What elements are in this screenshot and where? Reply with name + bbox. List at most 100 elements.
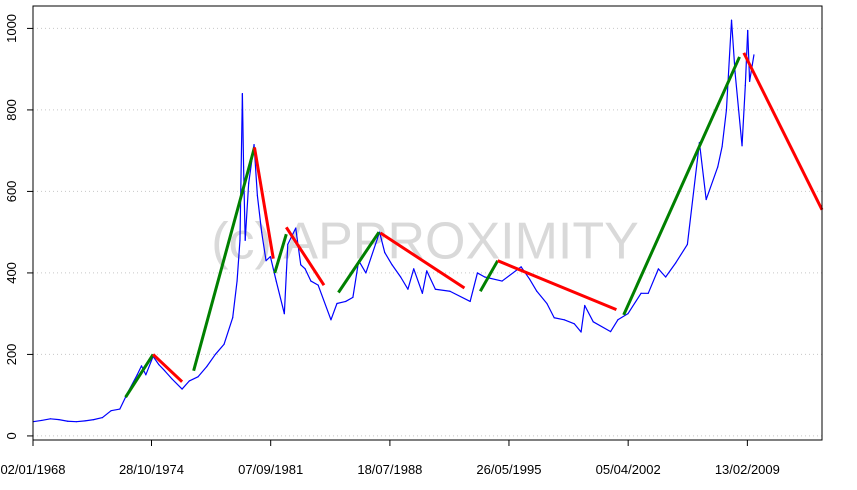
price-segment <box>171 378 183 390</box>
price-segment <box>93 416 104 421</box>
price-segment <box>188 376 199 382</box>
price-segment <box>391 264 402 278</box>
price-segment <box>584 304 594 323</box>
price-segment <box>476 272 486 278</box>
price-segment <box>214 343 225 356</box>
price-segment <box>145 355 154 376</box>
x-tick-label: 26/05/1995 <box>476 462 541 477</box>
price-segment <box>705 166 719 201</box>
price-segment <box>242 166 246 241</box>
price-segment <box>197 366 208 378</box>
price-segment <box>232 280 238 319</box>
price-segment <box>304 268 312 282</box>
price-segment <box>610 319 619 333</box>
price-segment <box>580 304 586 333</box>
price-segment <box>617 313 629 321</box>
price-segment <box>675 243 688 264</box>
uptrend-line <box>622 56 741 316</box>
price-segment <box>553 317 565 321</box>
price-segment <box>300 264 306 270</box>
uptrend-line <box>124 353 155 399</box>
price-segment <box>698 141 707 201</box>
downtrend-line <box>152 353 184 383</box>
price-segment <box>686 141 701 245</box>
uptrend-line <box>337 231 381 294</box>
price-segment <box>110 408 121 412</box>
y-tick-label: 600 <box>4 181 19 203</box>
uptrend-line <box>479 259 499 292</box>
y-tick-label: 800 <box>4 99 19 121</box>
price-segment <box>239 93 243 241</box>
price-segment <box>336 300 347 305</box>
price-segment <box>49 418 60 421</box>
y-axis: 0 200 400 600 800 1000 <box>4 14 33 440</box>
y-tick-label: 400 <box>4 262 19 284</box>
y-tick-label: 200 <box>4 344 19 366</box>
price-segment <box>310 280 319 286</box>
price-segment <box>275 280 285 315</box>
price-segment <box>365 231 381 274</box>
price-segment <box>32 419 43 423</box>
price-segment <box>345 296 354 303</box>
price-segment <box>41 418 51 422</box>
price-segment <box>747 29 751 82</box>
price-segment <box>469 272 479 303</box>
y-tick-label: 0 <box>4 432 19 439</box>
downtrend-line <box>252 147 275 259</box>
downtrend-line <box>379 231 466 290</box>
price-segment <box>158 364 166 372</box>
plot-frame <box>32 5 823 441</box>
price-segment <box>546 302 555 319</box>
price-segment <box>573 323 582 333</box>
price-segment <box>528 278 538 292</box>
price-segment <box>449 290 471 303</box>
price-segment <box>269 256 277 282</box>
price-segment <box>152 355 160 366</box>
price-segment <box>536 290 548 305</box>
x-tick-label: 07/09/1981 <box>238 462 303 477</box>
price-segment <box>265 256 272 262</box>
price-segment <box>256 194 263 233</box>
x-tick-label: 18/07/1988 <box>357 462 422 477</box>
price-segment <box>592 321 612 333</box>
price-segment <box>734 72 743 147</box>
price-segment <box>563 319 575 325</box>
price-segment <box>75 420 86 423</box>
price-segment <box>378 231 386 254</box>
downtrend-line <box>497 259 617 311</box>
price-segment <box>434 288 451 292</box>
price-segment <box>421 270 428 294</box>
price-segment <box>413 268 423 294</box>
price-segment <box>317 284 332 321</box>
price-segment <box>283 243 289 315</box>
x-tick-label: 02/01/1968 <box>0 462 65 477</box>
y-tick-label: 1000 <box>4 14 19 43</box>
price-segment <box>241 93 245 168</box>
price-segment <box>426 270 436 290</box>
price-segment <box>647 268 660 294</box>
price-segment <box>261 231 267 262</box>
price-segment <box>352 260 360 298</box>
price-segment <box>206 353 216 368</box>
price-series <box>32 19 755 423</box>
price-segment <box>665 262 677 278</box>
price-segment <box>136 365 143 376</box>
price-segment <box>741 84 746 147</box>
price-segment <box>407 268 415 290</box>
price-segment <box>657 268 667 278</box>
price-segment <box>400 276 409 290</box>
price-segment <box>101 410 112 419</box>
price-segment <box>384 251 393 266</box>
price-segment <box>84 419 95 422</box>
price-segment <box>164 370 173 380</box>
downtrend-line <box>742 52 824 211</box>
x-tick-label: 13/02/2009 <box>715 462 780 477</box>
price-segment <box>717 145 723 168</box>
price-segment <box>236 239 241 282</box>
uptrend-line <box>273 233 288 274</box>
price-segment <box>721 109 728 148</box>
price-segment <box>223 317 234 345</box>
price-segment <box>725 19 733 111</box>
downtrend-line <box>285 226 326 286</box>
